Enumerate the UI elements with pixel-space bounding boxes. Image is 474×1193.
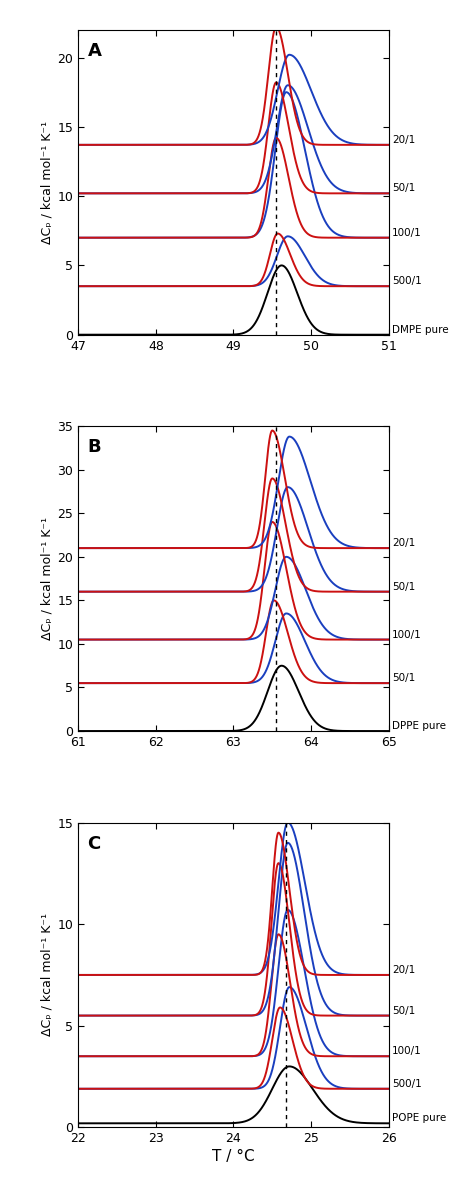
Text: 50/1: 50/1 <box>392 1006 415 1015</box>
Text: 20/1: 20/1 <box>392 965 415 975</box>
Text: 500/1: 500/1 <box>392 277 421 286</box>
Text: 100/1: 100/1 <box>392 228 421 237</box>
Text: 20/1: 20/1 <box>392 135 415 144</box>
Text: B: B <box>88 438 101 457</box>
Text: 50/1: 50/1 <box>392 582 415 592</box>
Text: 100/1: 100/1 <box>392 1046 421 1056</box>
Text: DMPE pure: DMPE pure <box>392 324 448 335</box>
Y-axis label: ΔCₚ / kcal mol⁻¹ K⁻¹: ΔCₚ / kcal mol⁻¹ K⁻¹ <box>40 914 53 1037</box>
Text: 500/1: 500/1 <box>392 1078 421 1089</box>
Y-axis label: ΔCₚ / kcal mol⁻¹ K⁻¹: ΔCₚ / kcal mol⁻¹ K⁻¹ <box>40 517 53 641</box>
Text: 50/1: 50/1 <box>392 673 415 684</box>
Text: 100/1: 100/1 <box>392 630 421 639</box>
Text: DPPE pure: DPPE pure <box>392 721 446 731</box>
Text: POPE pure: POPE pure <box>392 1113 446 1124</box>
X-axis label: T / °C: T / °C <box>212 1149 255 1164</box>
Text: 50/1: 50/1 <box>392 184 415 193</box>
Y-axis label: ΔCₚ / kcal mol⁻¹ K⁻¹: ΔCₚ / kcal mol⁻¹ K⁻¹ <box>40 120 53 243</box>
Text: C: C <box>88 835 101 853</box>
Text: 20/1: 20/1 <box>392 538 415 548</box>
Text: A: A <box>88 42 101 60</box>
